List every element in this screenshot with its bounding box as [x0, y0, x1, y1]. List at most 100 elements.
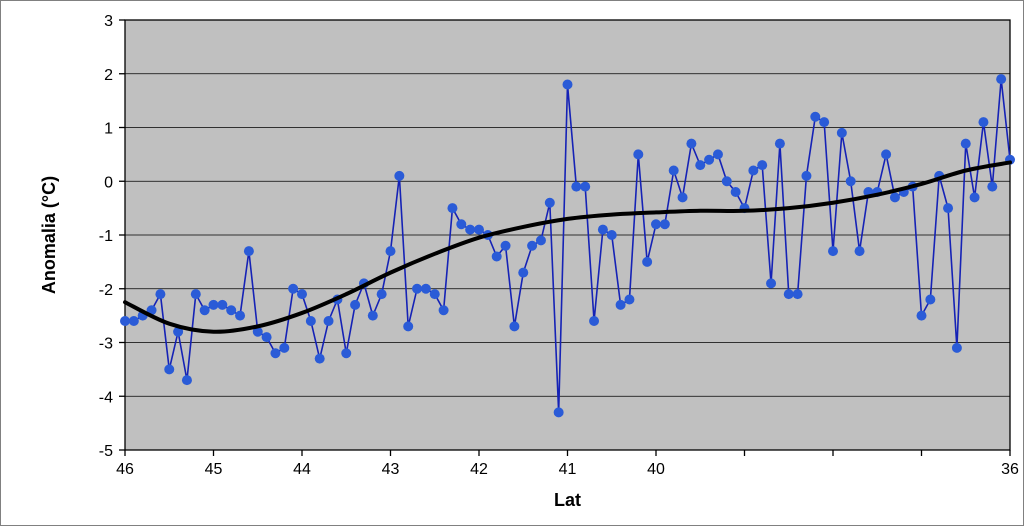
data-marker	[828, 246, 838, 256]
data-marker	[793, 289, 803, 299]
data-marker	[695, 160, 705, 170]
data-marker	[766, 278, 776, 288]
data-marker	[784, 289, 794, 299]
data-marker	[819, 117, 829, 127]
data-marker	[731, 187, 741, 197]
data-marker	[801, 171, 811, 181]
x-tick-label: 42	[470, 461, 488, 478]
data-marker	[616, 300, 626, 310]
y-tick-label: -5	[99, 443, 113, 460]
y-tick-label: 0	[104, 174, 113, 191]
data-marker	[651, 219, 661, 229]
y-tick-label: 1	[104, 121, 113, 138]
data-marker	[554, 407, 564, 417]
data-marker	[722, 176, 732, 186]
data-marker	[244, 246, 254, 256]
data-marker	[279, 343, 289, 353]
data-marker	[846, 176, 856, 186]
data-marker	[642, 257, 652, 267]
data-marker	[430, 289, 440, 299]
data-marker	[669, 166, 679, 176]
data-marker	[881, 149, 891, 159]
data-marker	[917, 311, 927, 321]
data-marker	[607, 230, 617, 240]
data-marker	[394, 171, 404, 181]
data-marker	[191, 289, 201, 299]
data-marker	[447, 203, 457, 213]
data-marker	[129, 316, 139, 326]
data-marker	[713, 149, 723, 159]
data-marker	[456, 219, 466, 229]
data-marker	[943, 203, 953, 213]
data-marker	[925, 295, 935, 305]
y-tick-label: -1	[99, 228, 113, 245]
data-marker	[633, 149, 643, 159]
data-marker	[155, 289, 165, 299]
data-marker	[987, 182, 997, 192]
data-marker	[598, 225, 608, 235]
data-marker	[775, 139, 785, 149]
data-marker	[226, 305, 236, 315]
data-marker	[952, 343, 962, 353]
data-marker	[403, 321, 413, 331]
data-marker	[563, 80, 573, 90]
data-marker	[704, 155, 714, 165]
data-marker	[509, 321, 519, 331]
data-marker	[200, 305, 210, 315]
x-tick-label: 36	[1001, 461, 1019, 478]
data-marker	[120, 316, 130, 326]
data-marker	[421, 284, 431, 294]
data-marker	[678, 192, 688, 202]
y-axis-label: Anomalia (°C)	[39, 176, 59, 294]
data-marker	[386, 246, 396, 256]
data-marker	[368, 311, 378, 321]
data-marker	[182, 375, 192, 385]
x-axis-label: Lat	[554, 490, 581, 510]
x-tick-label: 45	[205, 461, 223, 478]
data-marker	[624, 295, 634, 305]
data-marker	[855, 246, 865, 256]
data-marker	[297, 289, 307, 299]
data-marker	[527, 241, 537, 251]
data-marker	[315, 354, 325, 364]
y-tick-label: 2	[104, 67, 113, 84]
data-marker	[961, 139, 971, 149]
data-marker	[164, 364, 174, 374]
data-marker	[270, 348, 280, 358]
y-tick-label: -4	[99, 389, 113, 406]
data-marker	[465, 225, 475, 235]
data-marker	[890, 192, 900, 202]
data-marker	[341, 348, 351, 358]
anomaly-chart: 4645444342414036-5-4-3-2-10123LatAnomali…	[0, 0, 1024, 526]
data-marker	[324, 316, 334, 326]
y-tick-label: -3	[99, 336, 113, 353]
data-marker	[377, 289, 387, 299]
data-marker	[970, 192, 980, 202]
data-marker	[589, 316, 599, 326]
data-marker	[571, 182, 581, 192]
data-marker	[536, 235, 546, 245]
data-marker	[501, 241, 511, 251]
data-marker	[996, 74, 1006, 84]
data-marker	[686, 139, 696, 149]
data-marker	[217, 300, 227, 310]
data-marker	[810, 112, 820, 122]
x-tick-label: 41	[559, 461, 577, 478]
chart-svg: 4645444342414036-5-4-3-2-10123LatAnomali…	[0, 0, 1024, 526]
data-marker	[978, 117, 988, 127]
data-marker	[235, 311, 245, 321]
data-marker	[518, 268, 528, 278]
data-marker	[748, 166, 758, 176]
x-tick-label: 43	[382, 461, 400, 478]
data-marker	[545, 198, 555, 208]
data-marker	[580, 182, 590, 192]
data-marker	[350, 300, 360, 310]
data-marker	[306, 316, 316, 326]
x-tick-label: 40	[647, 461, 665, 478]
data-marker	[660, 219, 670, 229]
x-tick-label: 44	[293, 461, 311, 478]
data-marker	[757, 160, 767, 170]
data-marker	[837, 128, 847, 138]
y-tick-label: 3	[104, 13, 113, 30]
data-marker	[262, 332, 272, 342]
